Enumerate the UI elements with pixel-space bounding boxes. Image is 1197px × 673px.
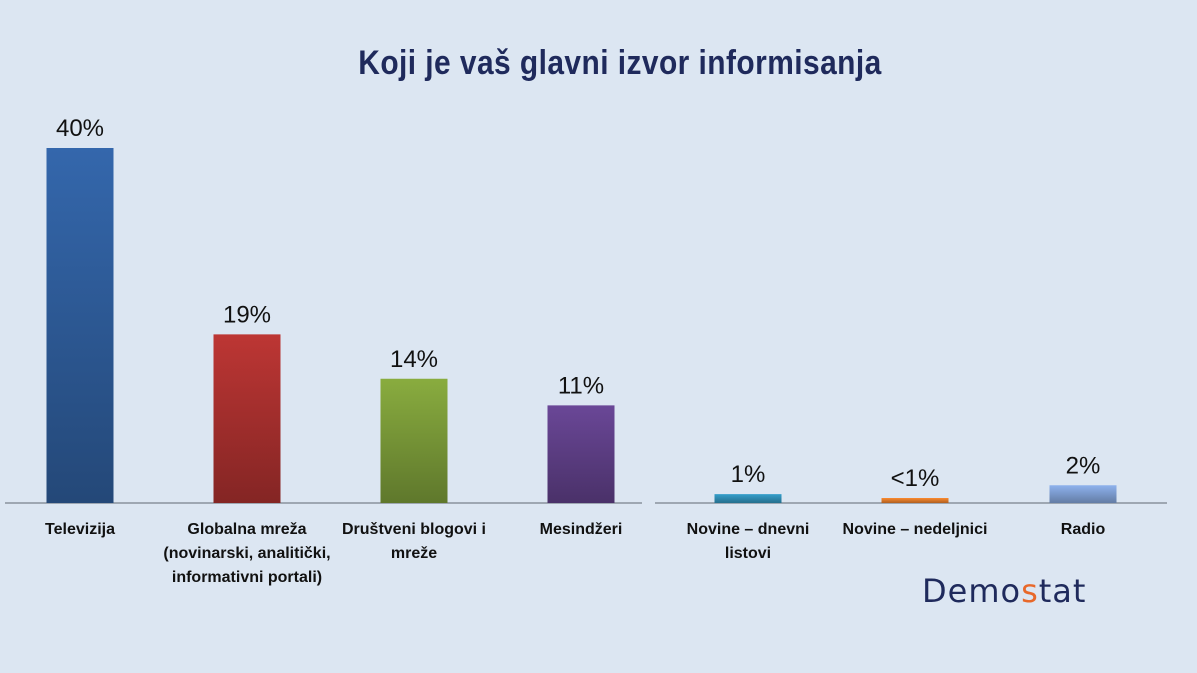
- bar-4: [547, 405, 615, 503]
- category-label-1: Televizija: [45, 521, 115, 538]
- bar-3: [380, 378, 448, 503]
- category-label-6: Novine – nedeljnici: [842, 521, 988, 538]
- demostat-logo: Demostat: [922, 572, 1087, 610]
- chart-title: Koji je vaš glavni izvor informisanja: [358, 44, 882, 82]
- bar-2: [213, 334, 281, 503]
- category-label-5: Novine – dnevni listovi: [686, 521, 810, 562]
- value-label-4: 11%: [558, 372, 604, 399]
- value-label-2: 19%: [223, 301, 271, 328]
- value-label-7: 2%: [1066, 452, 1101, 479]
- bar-5: [714, 494, 782, 503]
- category-label-4: Mesindžeri: [539, 521, 623, 538]
- bar-6: [881, 498, 949, 503]
- category-label-3: Društveni blogovi i mreže: [341, 521, 486, 562]
- value-label-3: 14%: [390, 346, 438, 373]
- category-label-2: Globalna mreža (novinarski, analitički, …: [163, 521, 331, 586]
- value-label-5: 1%: [731, 461, 766, 488]
- category-label-7: Radio: [1060, 521, 1106, 538]
- bar-7: [1049, 485, 1117, 503]
- value-label-1: 40%: [56, 115, 104, 142]
- bar-1: [46, 148, 114, 503]
- value-label-6: <1%: [891, 465, 940, 492]
